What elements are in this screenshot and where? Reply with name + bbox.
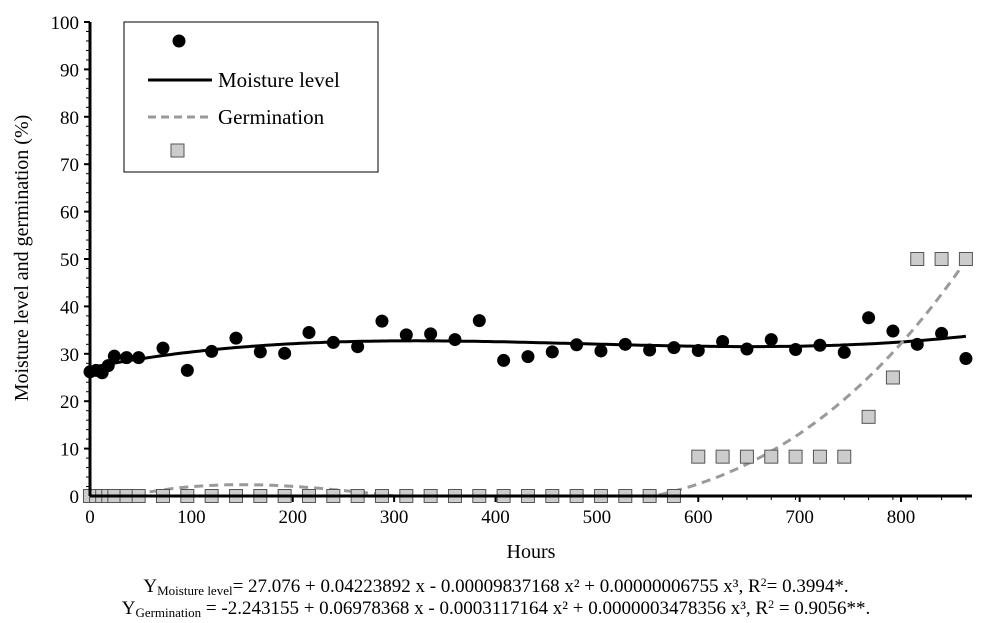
moisture-point — [375, 314, 389, 328]
moisture-point — [205, 344, 219, 358]
germination-point — [910, 252, 925, 266]
legend-moisture-label: Moisture level — [218, 68, 340, 92]
moisture-point — [716, 334, 730, 348]
x-tick-label: 300 — [380, 507, 409, 528]
y-tick-label: 30 — [60, 345, 79, 366]
legend-germination-label: Germination — [218, 105, 325, 129]
legend-circle-marker — [172, 34, 186, 48]
trend-lines — [89, 259, 968, 498]
legend-box — [123, 21, 379, 173]
moisture-point — [497, 353, 511, 367]
y-tick-label: 50 — [60, 250, 79, 271]
moisture-point — [594, 344, 608, 358]
germination-point — [837, 449, 852, 464]
x-axis-title: Hours — [507, 541, 556, 563]
moisture-point — [570, 338, 584, 352]
moisture-point — [618, 337, 632, 351]
x-tick-label: 200 — [279, 507, 308, 528]
moisture-point — [789, 343, 803, 357]
x-tick-label: 0 — [85, 507, 95, 528]
y-tick-label: 40 — [60, 297, 79, 318]
moisture-point — [101, 359, 115, 373]
x-tick-label: 500 — [583, 507, 612, 528]
moisture-point — [132, 351, 146, 365]
moisture-point — [959, 352, 973, 366]
y-tick-label: 0 — [70, 487, 80, 508]
y-tick-label: 70 — [60, 155, 79, 176]
moisture-point — [545, 345, 559, 359]
chart: 0 10 20 30 40 50 60 70 80 90 100 0 100 200 300 400 500 60… — [11, 13, 973, 563]
moisture-point — [643, 343, 657, 357]
x-tick-label: 400 — [481, 507, 510, 528]
moisture-point — [253, 345, 267, 359]
moisture-point — [399, 328, 413, 342]
y-tick-label: 80 — [60, 108, 79, 129]
germination-point — [812, 449, 827, 464]
axes — [88, 22, 972, 498]
moisture-point — [472, 314, 486, 328]
moisture-point — [229, 331, 243, 345]
legend-square-marker — [170, 143, 185, 158]
germination-point — [788, 449, 803, 464]
moisture-point — [813, 338, 827, 352]
germination-point — [715, 449, 730, 464]
legend: Moisture level Germination — [123, 21, 379, 173]
moisture-point — [156, 341, 170, 355]
y-tick-label: 100 — [51, 13, 80, 34]
moisture-point — [691, 343, 705, 357]
moisture-point — [667, 341, 681, 355]
moisture-point — [119, 351, 133, 365]
germination-point — [885, 370, 900, 385]
x-tick-label: 100 — [177, 507, 206, 528]
moisture-point — [180, 363, 194, 377]
moisture-point — [764, 333, 778, 347]
moisture-point — [278, 346, 292, 360]
moisture-point — [107, 349, 121, 363]
germination-point — [691, 449, 706, 464]
data-marks — [83, 252, 973, 503]
y-tick-label: 60 — [60, 203, 79, 224]
moisture-point — [326, 335, 340, 349]
moisture-point — [837, 345, 851, 359]
germination-point — [958, 252, 973, 266]
moisture-point — [886, 324, 900, 338]
moisture-point — [448, 333, 462, 347]
x-tick-label: 600 — [684, 507, 713, 528]
y-axis-title: Moisture level and germination (%) — [11, 115, 33, 402]
moisture-point — [935, 326, 949, 340]
germination-equation: YGermination = -2.243155 + 0.06978368 x … — [121, 597, 871, 620]
x-tick-label: 800 — [887, 507, 916, 528]
germination-point — [861, 409, 876, 424]
moisture-point — [424, 327, 438, 341]
y-tick-label: 10 — [60, 440, 79, 461]
moisture-point — [302, 325, 316, 339]
x-tick-label: 700 — [785, 507, 814, 528]
moisture-point — [910, 337, 924, 351]
germination-line — [90, 259, 968, 498]
germination-point — [739, 449, 754, 464]
moisture-point — [740, 342, 754, 356]
moisture-point — [521, 350, 535, 364]
y-tick-label: 20 — [60, 392, 79, 413]
y-tick-label: 90 — [60, 60, 79, 81]
germination-point — [934, 252, 949, 266]
moisture-point — [351, 340, 365, 354]
moisture-equation: YMoisture level= 27.076 + 0.04223892 x -… — [143, 575, 849, 598]
moisture-point — [862, 311, 876, 325]
germination-point — [764, 449, 779, 464]
